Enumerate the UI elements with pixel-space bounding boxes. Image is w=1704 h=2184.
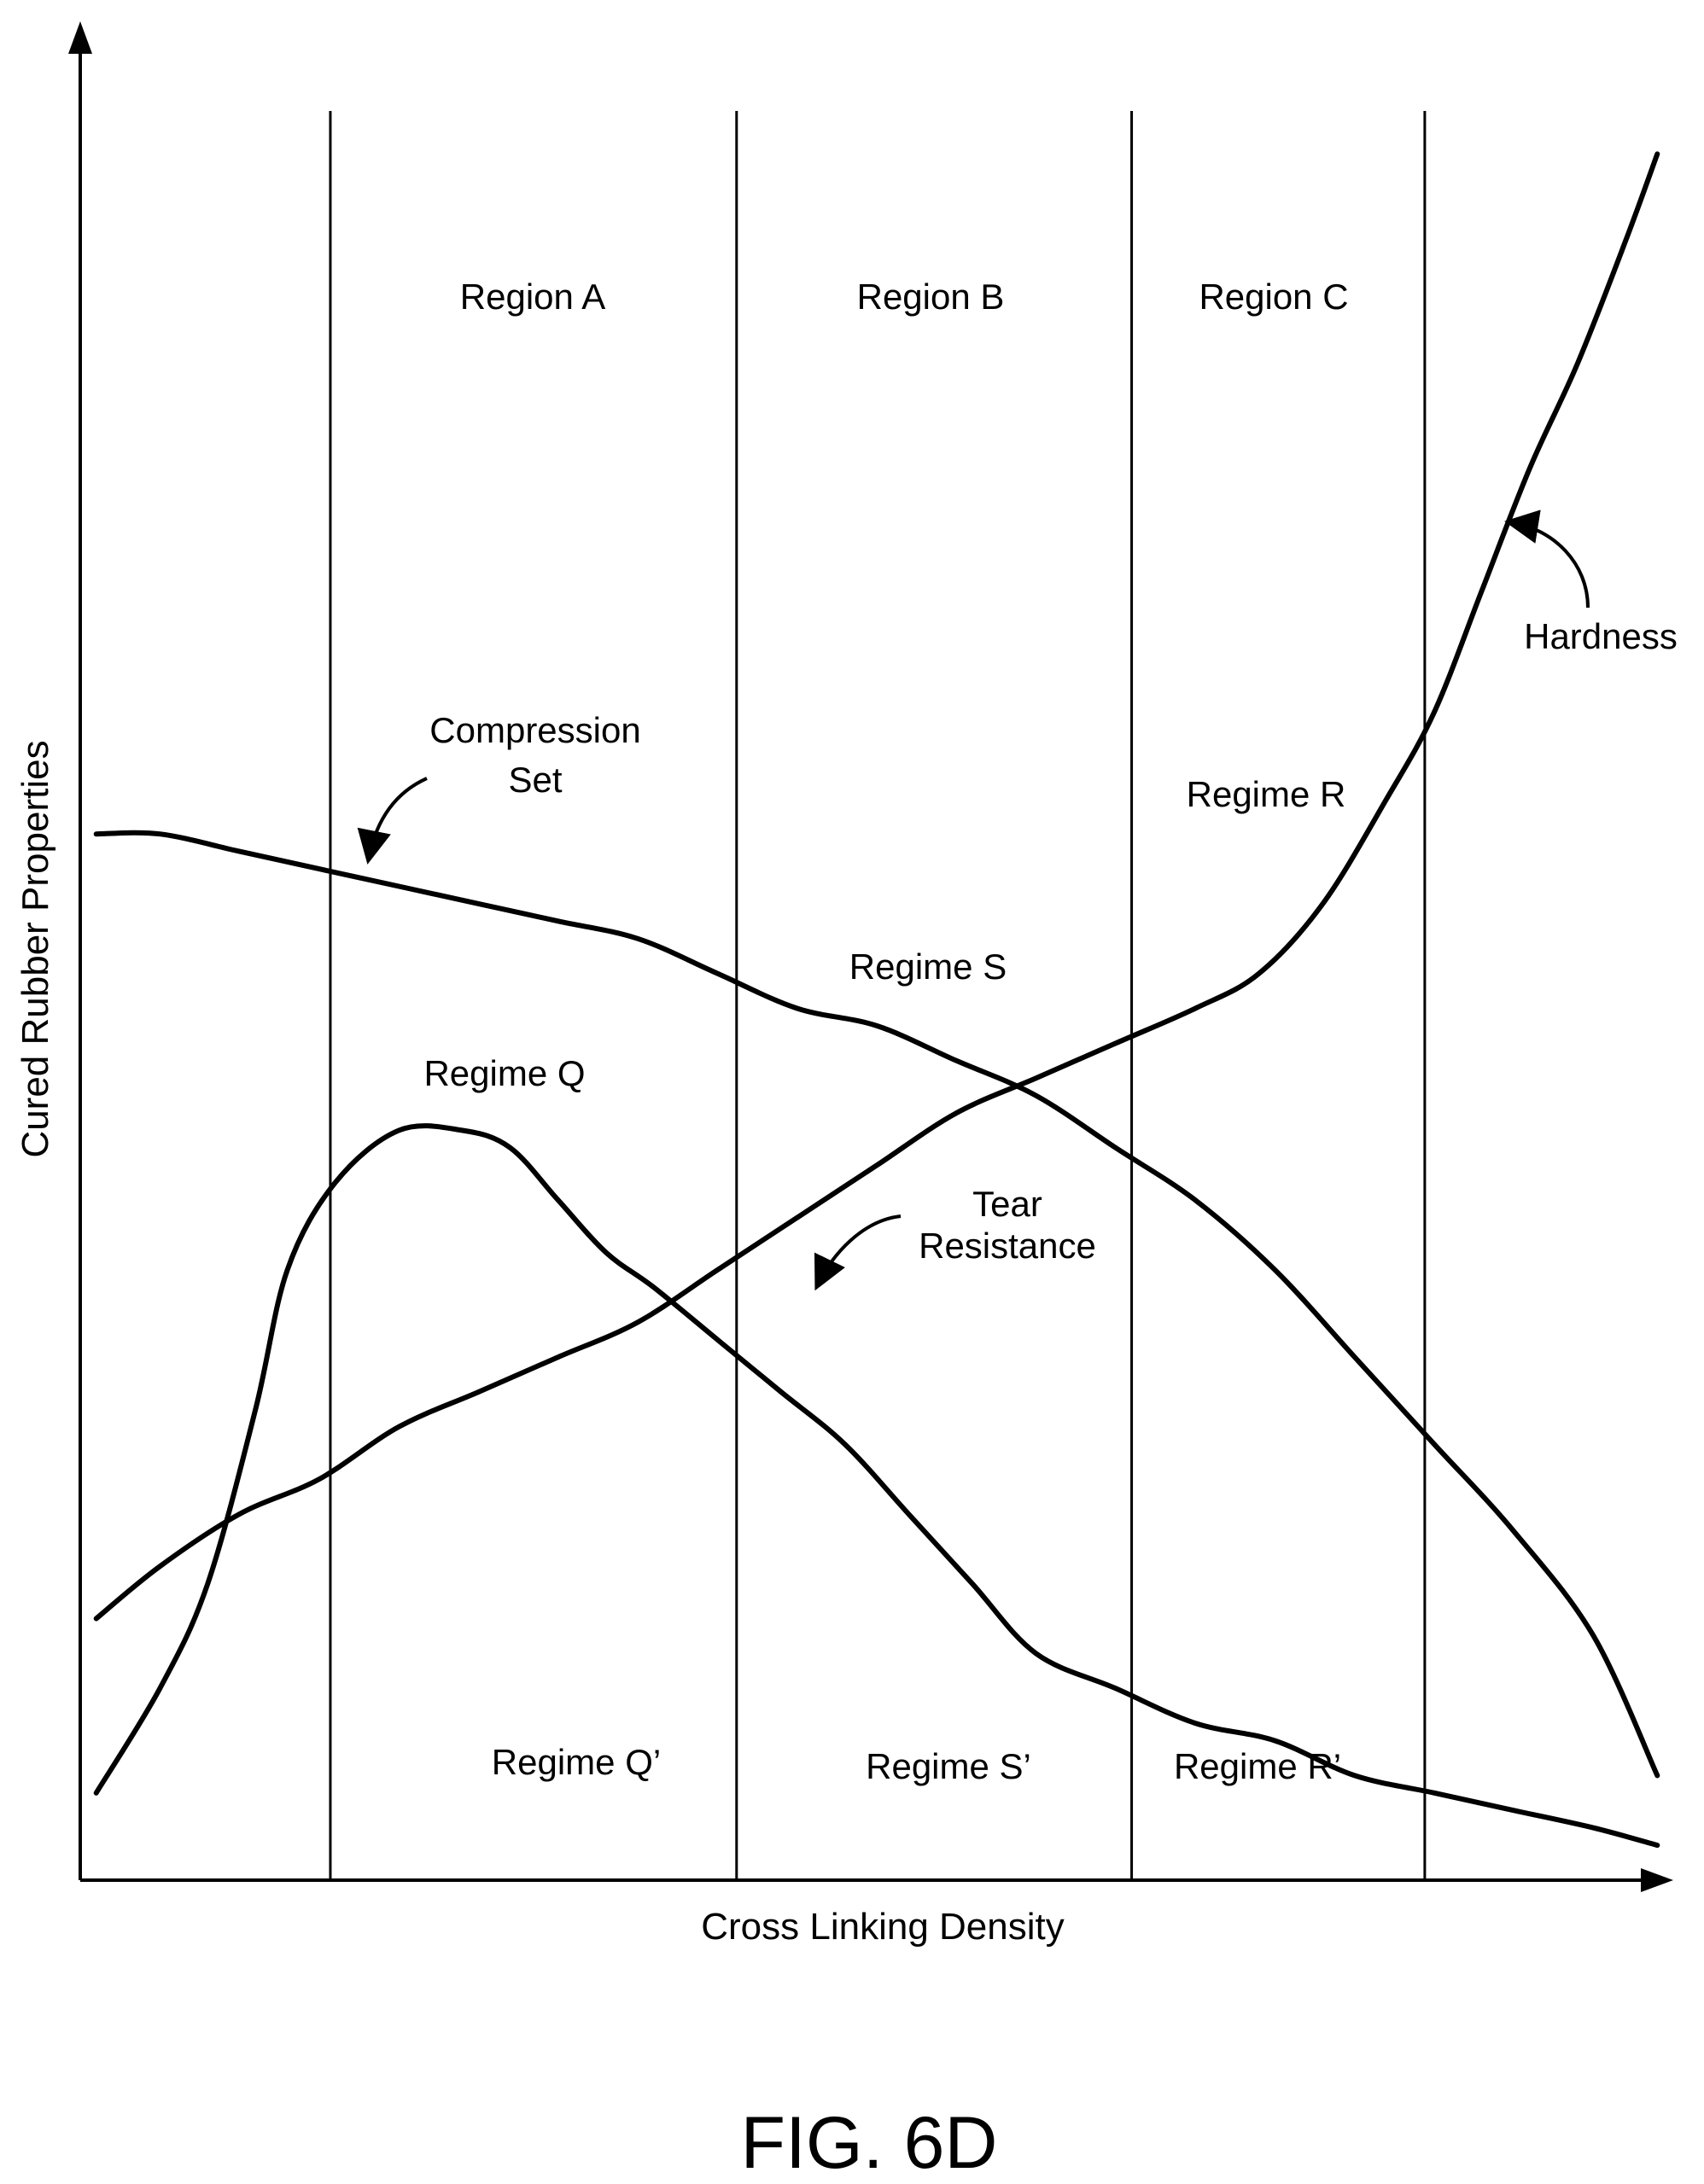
regime-q-label: Regime Q: [423, 1053, 585, 1093]
x-axis-arrowhead: [1641, 1868, 1673, 1892]
compression-set-label-line2: Set: [508, 760, 562, 800]
x-axis-title: Cross Linking Density: [701, 1906, 1065, 1948]
regime-s-prime-label: Regime S’: [866, 1746, 1031, 1786]
tear-resistance-curve: [93, 1123, 1660, 1849]
region-dividers: [329, 111, 1427, 1880]
tear-resistance-label-line2: Resistance: [919, 1226, 1096, 1266]
regime-r-label: Regime R: [1187, 774, 1346, 814]
tear-resistance-pointer: [814, 1214, 902, 1291]
region-b-label: Region B: [857, 277, 1005, 317]
hardness-curve: [93, 151, 1660, 1622]
regime-s-label: Regime S: [849, 946, 1007, 987]
region-c-label: Region C: [1199, 277, 1348, 317]
region-a-label: Region A: [460, 277, 605, 317]
hardness-pointer: [1504, 510, 1590, 609]
compression-set-label-line1: Compression: [429, 710, 640, 750]
compression-set-curve: [93, 830, 1660, 1779]
regime-q-prime-label: Regime Q’: [492, 1742, 661, 1782]
figure-caption: FIG. 6D: [740, 2102, 997, 2184]
label-pointers: [357, 510, 1590, 1291]
hardness-label: Hardness: [1524, 616, 1678, 656]
y-axis-arrowhead: [68, 21, 92, 54]
tear-resistance-label-line1: Tear: [972, 1184, 1042, 1224]
regime-r-prime-label: Regime R’: [1174, 1746, 1341, 1786]
compression-set-pointer: [357, 777, 428, 865]
curves: [93, 151, 1660, 1849]
y-axis-title: Cured Rubber Properties: [15, 740, 56, 1157]
